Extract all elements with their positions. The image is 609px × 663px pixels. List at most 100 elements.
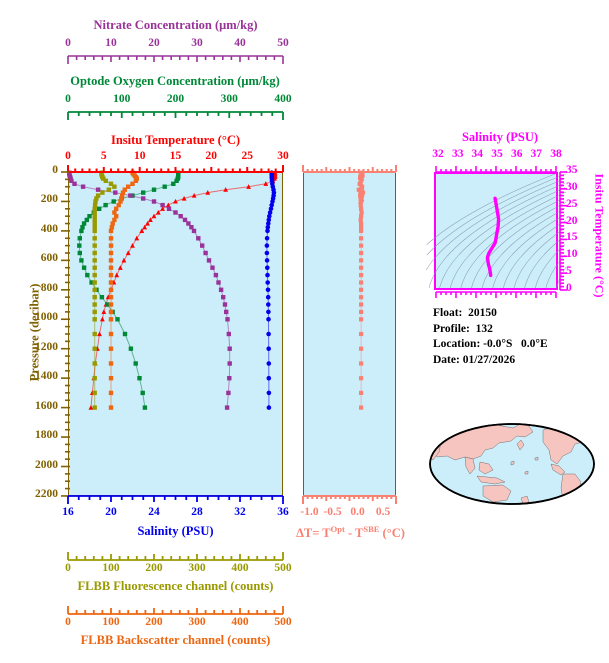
profile-label: Profile: (433, 323, 470, 335)
pressure-tick-2: 400 (41, 223, 58, 235)
ts-salinity-tick-5: 37 (531, 148, 543, 160)
oxygen-axis-title: Optode Oxygen Concentration (μm/kg) (55, 74, 295, 89)
fluorescence-tick-4: 400 (231, 562, 248, 574)
temperature-tick-5: 25 (241, 150, 253, 162)
fluorescence-axis-title: FLBB Fluorescence channel (counts) (48, 579, 303, 594)
nitrate-tick-5: 50 (277, 37, 289, 49)
ts-salinity-tick-0: 32 (432, 148, 444, 160)
ts-salinity-tick-1: 33 (452, 148, 464, 160)
temperature-tick-2: 10 (134, 150, 146, 162)
temperature-tick-0: 0 (65, 150, 71, 162)
temperature-tick-1: 5 (101, 150, 107, 162)
oxygen-tick-2: 200 (167, 93, 184, 105)
ts-diagram-panel[interactable] (434, 172, 558, 290)
delta-t-title-lead: ΔT= T (296, 526, 331, 540)
salinity-tick-5: 36 (277, 506, 289, 518)
date-value: 01/27/2026 (463, 354, 515, 366)
pressure-axis-title: Pressure (decibar) (28, 253, 43, 413)
salinity-tick-3: 28 (191, 506, 203, 518)
location-label: Location: (433, 338, 480, 350)
float-label: Float: (433, 307, 462, 319)
nitrate-tick-4: 40 (234, 37, 246, 49)
float-value: 20150 (468, 307, 497, 319)
backscatter-tick-5: 500 (274, 616, 291, 628)
delta-t-tick-2: 0.0 (350, 506, 364, 518)
backscatter-axis-ruler (0, 605, 609, 617)
greenland (575, 418, 593, 430)
location-value: -0.0°S 0.0°E (483, 338, 547, 350)
temperature-tick-4: 20 (206, 150, 218, 162)
salinity-tick-0: 16 (62, 506, 74, 518)
float-info-line-profile: Profile: 132 (433, 322, 608, 338)
delta-t-panel[interactable] (303, 172, 396, 496)
main-profile-panel[interactable] (68, 172, 283, 496)
backscatter-axis-title: FLBB Backscatter channel (counts) (48, 633, 303, 648)
nitrate-tick-2: 20 (148, 37, 160, 49)
ts-salinity-tick-2: 34 (472, 148, 484, 160)
nitrate-tick-3: 30 (191, 37, 203, 49)
temperature-tick-3: 15 (170, 150, 182, 162)
oxygen-tick-0: 0 (65, 93, 71, 105)
ts-salinity-tick-3: 35 (491, 148, 503, 160)
nitrate-axis-ruler (0, 54, 609, 66)
delta-t-title-sup-sbe: SBE (363, 524, 379, 534)
float-info-line-location: Location: -0.0°S 0.0°E (433, 337, 608, 353)
world-map[interactable] (425, 412, 600, 522)
ts-temperature-tick-4: 20 (566, 215, 578, 227)
backscatter-tick-0: 0 (65, 616, 71, 628)
ts-diagram-svg (436, 174, 556, 288)
float-info-line-float: Float: 20150 (433, 306, 608, 322)
delta-t-tick-3: 0.5 (376, 506, 390, 518)
fluorescence-tick-0: 0 (65, 562, 71, 574)
delta-t-title-mid: - T (345, 526, 364, 540)
delta-t-title-tail: (°C) (379, 526, 404, 540)
float-info-line-date: Date: 01/27/2026 (433, 353, 608, 369)
ts-temperature-tick-3: 15 (566, 231, 578, 243)
pressure-tick-3: 600 (41, 252, 58, 264)
salinity-tick-4: 32 (234, 506, 246, 518)
nitrate-tick-0: 0 (65, 37, 71, 49)
salinity-tick-2: 24 (148, 506, 160, 518)
oxygen-tick-3: 300 (221, 93, 238, 105)
ts-temperature-tick-6: 30 (566, 181, 578, 193)
profile-value: 132 (476, 323, 493, 335)
backscatter-tick-2: 200 (145, 616, 162, 628)
oxygen-tick-4: 400 (274, 93, 291, 105)
backscatter-tick-1: 100 (102, 616, 119, 628)
delta-t-axis-title: ΔT= TOpt - TSBE (°C) (288, 524, 413, 541)
ts-temperature-axis-title: Insitu Temperature (°C) (592, 161, 607, 311)
backscatter-tick-3: 300 (188, 616, 205, 628)
fluorescence-tick-5: 500 (274, 562, 291, 574)
pressure-tick-1: 200 (41, 193, 58, 205)
ts-temperature-tick-2: 10 (566, 248, 578, 260)
ts-temperature-tick-7: 35 (566, 164, 578, 176)
pressure-axis-ticks (58, 165, 70, 505)
delta-t-tick-1: -0.5 (323, 506, 341, 518)
fluorescence-axis-ruler (0, 551, 609, 563)
date-label: Date: (433, 354, 460, 366)
temperature-axis-title: Insitu Temperature (°C) (68, 133, 283, 148)
world-map-svg (425, 412, 600, 522)
ts-temperature-ticklabels: 0 5 10 15 20 25 30 35 (566, 168, 590, 298)
ts-temperature-tick-1: 5 (566, 265, 572, 277)
salinity-axis-title: Salinity (PSU) (68, 524, 283, 539)
float-info-block: Float: 20150 Profile: 132 Location: -0.0… (433, 306, 608, 368)
ts-top-ruler (0, 164, 609, 174)
fluorescence-tick-3: 300 (188, 562, 205, 574)
oxygen-tick-1: 100 (113, 93, 130, 105)
oxygen-axis-ruler (0, 110, 609, 122)
salinity-tick-1: 20 (105, 506, 117, 518)
delta-t-title-sup-opt: Opt (331, 524, 345, 534)
main-profile-svg (68, 172, 283, 496)
delta-t-svg (303, 172, 396, 496)
ts-salinity-tick-6: 38 (550, 148, 562, 160)
ts-salinity-axis-title: Salinity (PSU) (430, 130, 570, 145)
backscatter-tick-4: 400 (231, 616, 248, 628)
pressure-tick-9: 1800 (35, 429, 58, 441)
nitrate-tick-1: 10 (105, 37, 117, 49)
pressure-tick-10: 2000 (35, 459, 58, 471)
delta-t-tick-0: -1.0 (300, 506, 318, 518)
temperature-tick-6: 30 (277, 150, 289, 162)
ts-salinity-tick-4: 36 (511, 148, 523, 160)
ts-temperature-tick-5: 25 (566, 198, 578, 210)
